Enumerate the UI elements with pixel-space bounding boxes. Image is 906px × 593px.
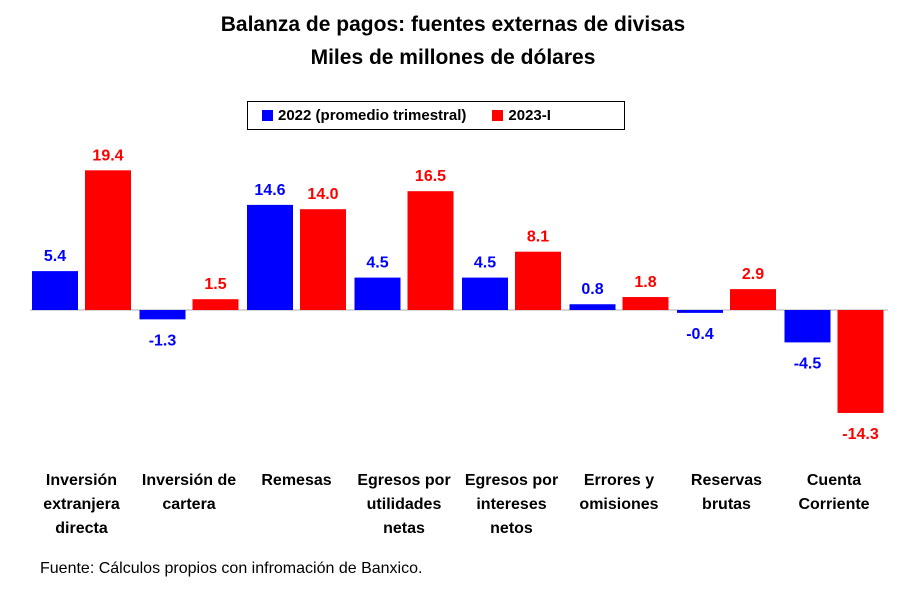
bar-2022-7 bbox=[784, 310, 831, 343]
bar-2022-0 bbox=[32, 271, 78, 310]
category-label-3-2: netas bbox=[383, 520, 425, 537]
category-label-3-0: Egresos por bbox=[357, 472, 450, 489]
legend-item-2023: 2023-I bbox=[492, 107, 551, 124]
data-label-2022-7: -4.5 bbox=[794, 355, 822, 372]
category-label-7-1: Corriente bbox=[798, 496, 869, 513]
data-label-2023-2: 14.0 bbox=[307, 186, 338, 203]
data-label-2023-5: 1.8 bbox=[634, 274, 656, 291]
category-label-1-1: cartera bbox=[162, 496, 215, 513]
data-label-2022-2: 14.6 bbox=[254, 182, 285, 199]
source-note: Fuente: Cálculos propios con infromación… bbox=[40, 560, 423, 577]
legend-swatch-2022 bbox=[262, 110, 273, 121]
data-label-2022-6: -0.4 bbox=[686, 326, 714, 343]
category-label-0-1: extranjera bbox=[43, 496, 120, 513]
data-label-2022-3: 4.5 bbox=[366, 255, 388, 272]
category-label-7-0: Cuenta bbox=[807, 472, 861, 489]
data-label-2022-0: 5.4 bbox=[44, 248, 66, 265]
data-label-2023-4: 8.1 bbox=[527, 229, 549, 246]
bar-2023-7 bbox=[837, 310, 884, 413]
chart-title: Balanza de pagos: fuentes externas de di… bbox=[220, 13, 686, 36]
data-label-2023-6: 2.9 bbox=[742, 266, 764, 283]
category-label-0-2: directa bbox=[55, 520, 108, 537]
legend-swatch-2023 bbox=[492, 110, 504, 121]
bar-2023-0 bbox=[85, 170, 131, 310]
category-label-3-1: utilidades bbox=[367, 496, 442, 513]
category-label-0-0: Inversión bbox=[46, 472, 117, 489]
data-label-2022-5: 0.8 bbox=[581, 281, 603, 298]
category-label-1-0: Inversión de bbox=[142, 472, 236, 489]
category-label-2-0: Remesas bbox=[261, 472, 331, 489]
data-label-2022-4: 4.5 bbox=[474, 255, 496, 272]
chart-subtitle: Miles de millones de dólares bbox=[310, 46, 596, 69]
bar-2022-2 bbox=[247, 204, 293, 310]
data-label-2023-7: -14.3 bbox=[842, 426, 879, 443]
bar-2023-1 bbox=[192, 299, 239, 310]
bar-2022-6 bbox=[677, 310, 723, 313]
data-label-2023-3: 16.5 bbox=[415, 168, 446, 185]
bar-2023-3 bbox=[407, 191, 454, 310]
category-label-4-1: intereses bbox=[476, 496, 546, 513]
category-label-4-0: Egresos por bbox=[465, 472, 558, 489]
legend-label-2022: 2022 (promedio trimestral) bbox=[278, 107, 467, 124]
data-label-2023-1: 1.5 bbox=[204, 276, 226, 293]
category-label-5-0: Errores y bbox=[584, 472, 654, 489]
data-label-2022-1: -1.3 bbox=[149, 332, 177, 349]
bar-2023-4 bbox=[515, 251, 561, 310]
category-label-5-1: omisiones bbox=[579, 496, 658, 513]
legend-item-2022: 2022 (promedio trimestral) bbox=[262, 107, 466, 124]
category-label-6-0: Reservas bbox=[691, 472, 762, 489]
category-label-4-2: netos bbox=[490, 520, 533, 537]
legend: 2022 (promedio trimestral) 2023-I bbox=[247, 101, 625, 130]
bar-2022-3 bbox=[354, 277, 401, 310]
bar-2022-1 bbox=[139, 310, 186, 320]
bar-2023-5 bbox=[622, 297, 669, 310]
data-label-2023-0: 19.4 bbox=[92, 147, 123, 164]
category-label-6-1: brutas bbox=[702, 496, 751, 513]
bar-2022-5 bbox=[569, 304, 616, 310]
bar-2023-6 bbox=[730, 289, 776, 310]
legend-label-2023: 2023-I bbox=[508, 107, 551, 124]
bar-2023-2 bbox=[300, 209, 346, 310]
bar-2022-4 bbox=[462, 277, 508, 310]
